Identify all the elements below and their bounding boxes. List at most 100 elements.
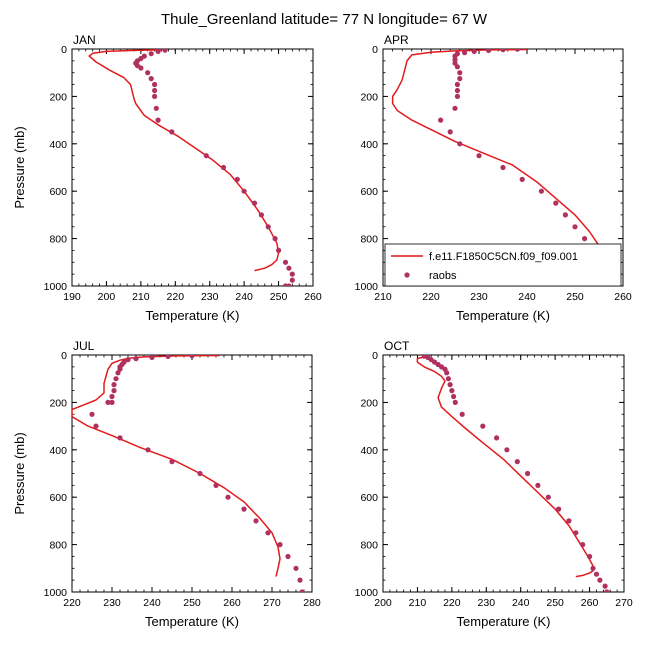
- raobs-point: [220, 164, 227, 171]
- raobs-point: [162, 49, 168, 53]
- raobs-point: [556, 506, 562, 512]
- raobs-point: [562, 212, 569, 218]
- raobs-point: [297, 577, 303, 583]
- raobs-point: [93, 423, 99, 429]
- raobs-point: [285, 553, 291, 560]
- raobs-point: [593, 571, 600, 577]
- panel-oct: OCT 200 210 220 230 240 250 260 270 0 200 400 600 800…: [355, 339, 633, 629]
- raobs-point: [241, 188, 247, 194]
- legend-model-label: f.e11.F1850C5CN.f09_f09.001: [429, 251, 578, 263]
- x-tick-label: 230: [478, 597, 496, 609]
- raobs-point: [462, 50, 468, 56]
- x-axis-label: Temperature (K): [457, 614, 551, 629]
- raobs-point: [253, 518, 259, 524]
- y-tick-label: 1000: [44, 281, 68, 293]
- panel-title: OCT: [384, 339, 410, 353]
- y-tick-label: 600: [49, 492, 67, 504]
- x-tick-label: 260: [223, 597, 241, 609]
- x-tick-label: 220: [443, 597, 461, 609]
- x-tick-label: 200: [374, 597, 392, 609]
- x-tick-label: 260: [581, 597, 599, 609]
- raobs-point: [602, 583, 608, 589]
- y-tick-label: 200: [360, 91, 378, 103]
- x-tick-label: 240: [235, 291, 253, 303]
- raobs-point: [155, 49, 161, 54]
- y-tick-label: 0: [61, 350, 67, 362]
- raobs-point: [471, 49, 477, 54]
- panel-title: JAN: [73, 33, 96, 47]
- raobs-point: [590, 565, 596, 571]
- raobs-point: [514, 459, 520, 465]
- x-tick-label: 220: [63, 597, 81, 609]
- panel-jan: JAN 190 200 210 220 230 240 250 260 0 200 400 600 800…: [12, 33, 322, 323]
- plot-area: [72, 355, 305, 592]
- raobs-point: [109, 399, 115, 405]
- x-axis-label: Temperature (K): [456, 308, 550, 323]
- raobs-point: [457, 141, 463, 147]
- raobs-point: [148, 51, 154, 57]
- raobs-point: [289, 271, 295, 277]
- y-tick-label: 400: [360, 139, 378, 151]
- raobs-point: [587, 553, 593, 560]
- raobs-point: [234, 176, 240, 182]
- x-tick-label: 250: [566, 291, 584, 303]
- raobs-point: [265, 224, 271, 230]
- y-tick-label: 800: [360, 234, 378, 246]
- raobs-point: [152, 93, 158, 99]
- raobs-point: [258, 212, 264, 218]
- x-axis-label: Temperature (K): [145, 614, 239, 629]
- raobs-point: [149, 355, 155, 360]
- raobs-point: [286, 265, 292, 271]
- y-tick-label: 400: [49, 445, 67, 457]
- x-tick-label: 210: [409, 597, 427, 609]
- y-tick-label: 0: [372, 44, 378, 56]
- raobs-point: [105, 399, 111, 405]
- raobs-point: [447, 382, 453, 388]
- x-tick-label: 220: [167, 291, 185, 303]
- raobs-point: [573, 530, 579, 536]
- raobs-point: [500, 164, 506, 171]
- raobs-point: [145, 447, 151, 453]
- panel-title: APR: [384, 33, 409, 47]
- panel-jul: JUL 220 230 240 250 260 270 280 0 200 400 600 800 100…: [12, 339, 321, 629]
- raobs-point: [572, 224, 578, 230]
- y-axis-label: Pressure (mb): [12, 432, 27, 514]
- raobs-point: [438, 117, 444, 123]
- raobs-point: [293, 565, 299, 571]
- raobs-point: [155, 117, 161, 123]
- raobs-point: [138, 65, 144, 71]
- raobs-point: [454, 87, 460, 94]
- y-tick-label: 800: [49, 540, 67, 552]
- x-tick-label: 190: [63, 291, 81, 303]
- raobs-point: [486, 49, 492, 53]
- raobs-point: [447, 129, 453, 135]
- y-tick-label: 400: [49, 139, 67, 151]
- y-tick-label: 400: [360, 445, 378, 457]
- panel-apr: APR 210 220 230 240 250 260 0 200 400 600 800 1000 Te…: [355, 33, 632, 323]
- raobs-point: [152, 81, 158, 88]
- x-tick-label: 260: [304, 291, 322, 303]
- x-tick-label: 270: [263, 597, 281, 609]
- raobs-point: [444, 370, 450, 376]
- y-tick-label: 600: [360, 492, 378, 504]
- raobs-point: [265, 530, 271, 536]
- raobs-point: [454, 64, 460, 70]
- raobs-point: [241, 506, 247, 512]
- x-tick-label: 280: [303, 597, 321, 609]
- raobs-point: [451, 393, 457, 400]
- raobs-point: [282, 283, 289, 286]
- raobs-point: [272, 236, 278, 242]
- y-tick-label: 800: [49, 234, 67, 246]
- raobs-point: [189, 355, 195, 359]
- y-tick-label: 600: [360, 186, 378, 198]
- raobs-point: [519, 176, 525, 182]
- raobs-point: [535, 482, 541, 488]
- raobs-point: [454, 81, 460, 88]
- raobs-point: [538, 188, 545, 194]
- raobs-point: [89, 411, 95, 417]
- raobs-point: [457, 70, 463, 76]
- y-tick-label: 1000: [44, 587, 68, 599]
- x-tick-label: 210: [374, 291, 392, 303]
